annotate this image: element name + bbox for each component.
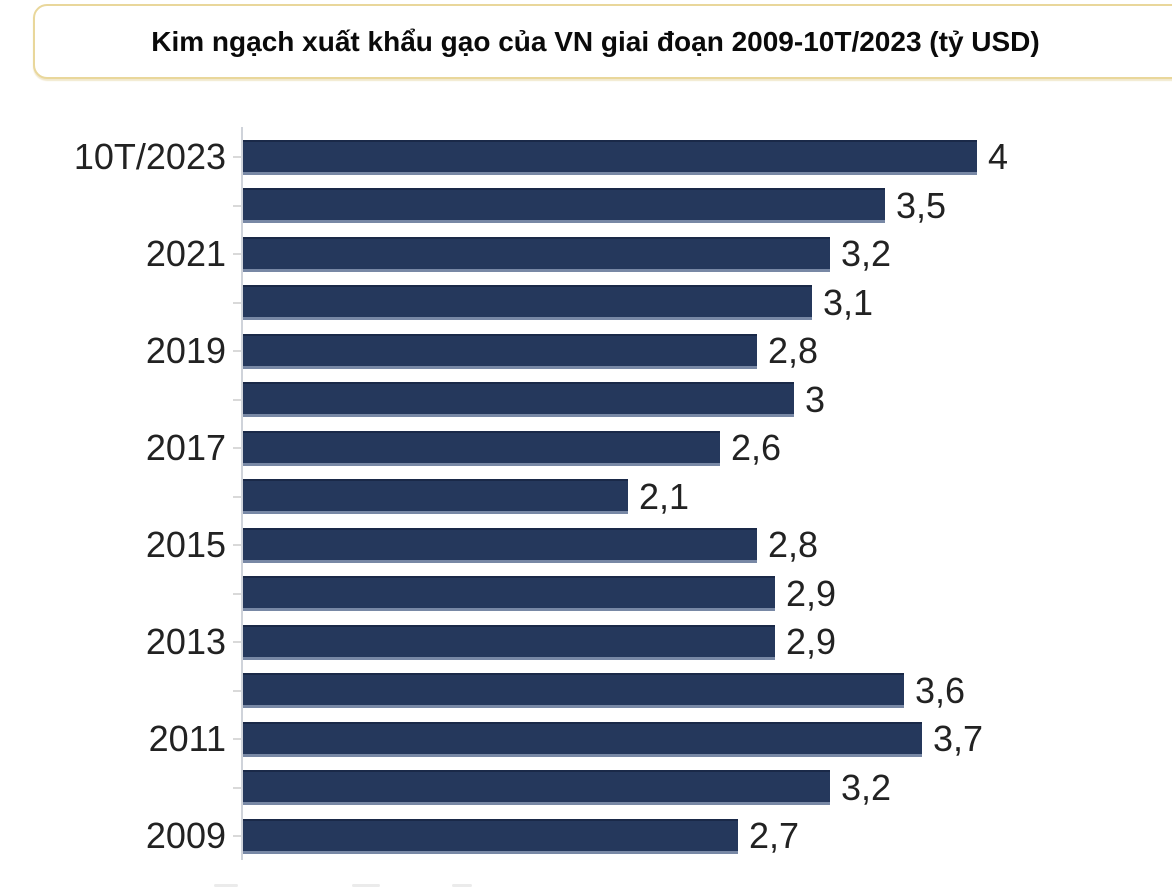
bar (243, 770, 830, 805)
axis-tick (233, 689, 241, 692)
value-label: 3,2 (841, 233, 892, 275)
axis-tick (233, 592, 241, 595)
category-axis-label: 2009 (145, 815, 226, 857)
value-label: 2,9 (786, 572, 837, 614)
axis-tick (233, 495, 241, 498)
axis-tick (233, 447, 241, 450)
bar (243, 673, 904, 708)
chart-row: 2009 2,7 (0, 812, 1172, 861)
chart-row: 10T/2023 4 (0, 133, 1172, 182)
category-axis-line (241, 127, 243, 860)
axis-tick (233, 786, 241, 789)
chart-title: Kim ngạch xuất khẩu gạo của VN giai đoạn… (151, 25, 1040, 57)
category-axis-label: 2011 (148, 718, 226, 760)
value-label: 4 (988, 136, 1009, 178)
axis-tick (233, 835, 241, 838)
value-label: 2,9 (786, 621, 837, 663)
chart-row: 2013 2,9 (0, 618, 1172, 667)
chart-title-box: Kim ngạch xuất khẩu gạo của VN giai đoạn… (33, 4, 1172, 79)
value-label: 3,1 (823, 281, 874, 323)
value-label: 2,8 (768, 330, 819, 372)
bar-chart: 10T/2023 4 3,5 2021 3,2 3,1 2019 2,8 3 2… (0, 127, 1172, 860)
bar (243, 479, 628, 514)
chart-row: 2,1 (0, 473, 1172, 522)
category-axis-label: 2019 (145, 330, 226, 372)
category-axis-label: 10T/2023 (73, 136, 226, 178)
bar (243, 188, 885, 223)
bar (243, 333, 757, 369)
axis-tick (233, 204, 241, 207)
category-axis-label: 2017 (145, 427, 226, 469)
chart-row: 3,5 (0, 182, 1172, 231)
value-label: 3,2 (841, 766, 892, 808)
bar (243, 624, 775, 660)
bar (243, 721, 922, 757)
value-label: 3,7 (933, 718, 984, 760)
chart-row: 2017 2,6 (0, 424, 1172, 473)
axis-tick (233, 544, 241, 547)
value-label: 2,7 (749, 815, 800, 857)
bar (243, 285, 812, 320)
bar (243, 382, 794, 417)
axis-tick (233, 398, 241, 401)
chart-row: 2015 2,8 (0, 521, 1172, 570)
chart-row: 3 (0, 376, 1172, 425)
axis-tick (233, 738, 241, 741)
chart-row: 3,6 (0, 667, 1172, 716)
value-label: 2,6 (731, 427, 782, 469)
clipped-bottom-artifact (352, 884, 380, 887)
axis-tick (233, 301, 241, 304)
axis-tick (233, 253, 241, 256)
bar (243, 818, 738, 854)
clipped-bottom-artifact (452, 884, 472, 887)
axis-tick (233, 156, 241, 159)
category-axis-label: 2021 (145, 233, 226, 275)
chart-row: 2,9 (0, 570, 1172, 619)
chart-row: 3,2 (0, 764, 1172, 813)
axis-tick (233, 350, 241, 353)
chart-row: 2011 3,7 (0, 715, 1172, 764)
category-axis-label: 2015 (145, 524, 226, 566)
bar (243, 139, 977, 175)
chart-row: 2019 2,8 (0, 327, 1172, 376)
axis-tick (233, 641, 241, 644)
value-label: 3,5 (896, 184, 947, 226)
category-axis-label: 2013 (145, 621, 226, 663)
chart-row: 3,1 (0, 279, 1172, 328)
value-label: 2,8 (768, 524, 819, 566)
value-label: 2,1 (639, 475, 690, 517)
bar (243, 527, 757, 563)
value-label: 3,6 (915, 669, 966, 711)
bar (243, 236, 830, 272)
clipped-bottom-artifact (214, 884, 238, 887)
bar (243, 430, 720, 466)
value-label: 3 (805, 378, 826, 420)
bar (243, 576, 775, 611)
chart-row: 2021 3,2 (0, 230, 1172, 279)
